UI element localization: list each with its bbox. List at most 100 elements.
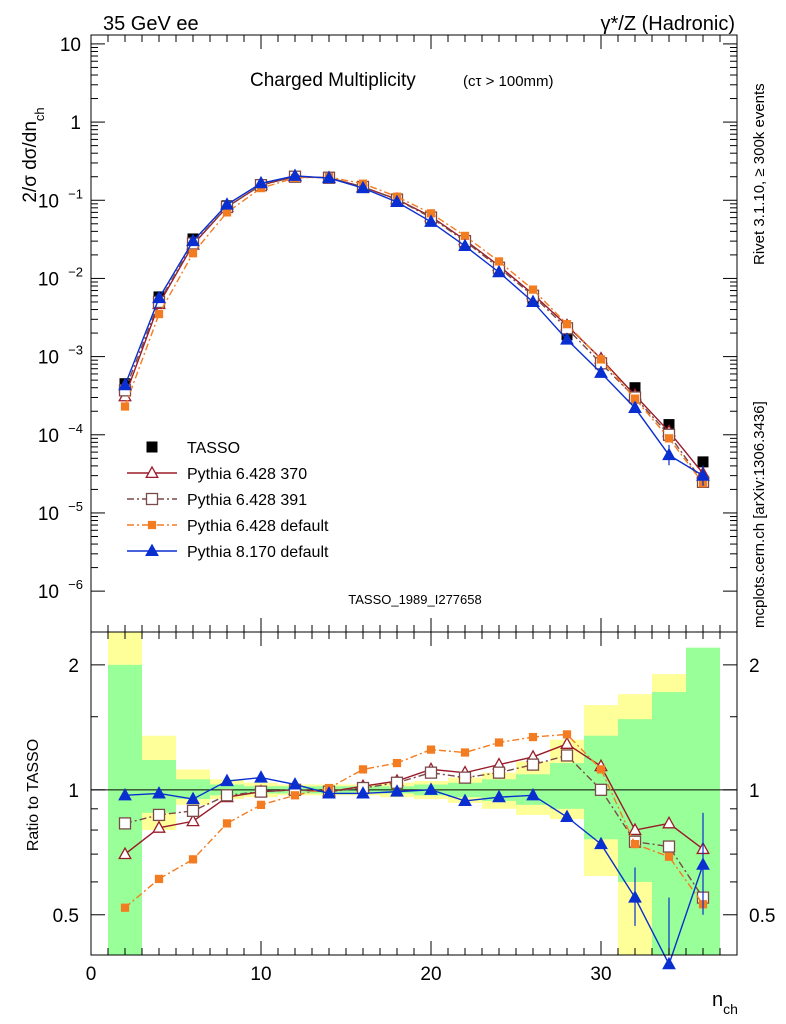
main-ylabel: 2/σ dσ/dnch	[20, 107, 47, 202]
main-point	[322, 170, 336, 184]
main-series-line	[124, 176, 704, 484]
ratio-point	[594, 783, 608, 796]
main-point	[628, 400, 642, 414]
ratio-ytick-label-right: 2	[749, 656, 760, 677]
ratio-point	[424, 766, 438, 779]
legend-item: Pythia 8.170 default	[127, 543, 329, 561]
main-point	[154, 309, 164, 319]
ratio-point	[596, 765, 606, 774]
ratio-point	[356, 786, 370, 799]
main-ytick-exponent: −1	[68, 186, 83, 201]
ratio-point	[152, 808, 166, 822]
main-point	[528, 285, 538, 294]
ratio-point	[460, 748, 470, 757]
main-point	[629, 382, 641, 394]
main-frame	[90, 34, 738, 633]
ratio-point	[392, 758, 402, 768]
ratio-point	[458, 793, 472, 807]
legend-item: Pythia 6.428 370	[127, 465, 307, 483]
ratio-point	[424, 782, 438, 795]
main-point	[562, 320, 572, 329]
main-point	[460, 231, 470, 241]
main-point	[152, 290, 166, 304]
analysis-label: TASSO_1989_I277658	[348, 592, 481, 607]
main-point	[426, 209, 436, 218]
main-panel: Charged Multiplicity (cτ > 100mm) TASSO_…	[20, 34, 738, 633]
legend-marker	[147, 520, 157, 530]
main-point	[596, 355, 606, 364]
main-point	[356, 180, 370, 194]
ratio-point	[560, 749, 574, 762]
ratio-point	[526, 787, 540, 801]
main-ytick-exponent: −2	[68, 264, 83, 279]
main-subtitle: (cτ > 100mm)	[463, 73, 554, 90]
ratio-panel: 2 2 1 1 0.5 0.5 0 10 20 30 Ratio to TASSO nch	[25, 631, 775, 1017]
ratio-ytick-label-right: 0.5	[749, 906, 775, 927]
main-ytick-exponent: −3	[68, 343, 83, 358]
main-series-4	[118, 168, 710, 481]
ratio-point	[220, 789, 234, 802]
ratio-point	[288, 777, 302, 790]
x-axis-label: nch	[712, 989, 738, 1017]
ratio-band-inner	[550, 763, 584, 809]
ratio-point	[186, 791, 200, 805]
main-series-line	[124, 175, 704, 477]
main-ytick-label: 10	[38, 582, 59, 603]
ratio-point	[120, 903, 130, 912]
legend-label: Pythia 6.428 391	[187, 492, 307, 509]
ratio-point	[186, 813, 200, 827]
ratio-point	[492, 766, 506, 779]
ratio-point	[628, 822, 642, 836]
main-point	[186, 233, 200, 247]
ratio-xtick-label: 10	[250, 964, 271, 985]
main-point	[526, 294, 540, 308]
legend: TASSO Pythia 6.428 370 Pythia 6.428 391 Pyt…	[127, 440, 329, 561]
ratio-point	[290, 791, 300, 800]
ratio-point	[118, 787, 132, 801]
legend-item: Pythia 6.428 391	[127, 492, 307, 509]
main-ytick-exponent: −6	[68, 577, 83, 592]
main-ytick-label: 10	[38, 348, 59, 369]
legend-label: Pythia 8.170 default	[187, 544, 329, 561]
ratio-point	[560, 736, 574, 749]
ratio-point	[220, 773, 234, 787]
ratio-ytick-label: 0.5	[53, 906, 79, 927]
main-title: Charged Multiplicity	[250, 70, 416, 91]
ratio-point	[662, 816, 676, 829]
ratio-point	[494, 738, 504, 747]
legend-marker	[145, 492, 159, 506]
main-point	[494, 257, 504, 266]
ratio-point	[426, 745, 436, 754]
main-series-group	[118, 168, 710, 488]
ratio-point	[188, 855, 198, 864]
ratio-point	[152, 820, 166, 833]
main-point	[560, 332, 574, 345]
ratio-point	[560, 809, 574, 823]
ratio-point	[662, 956, 676, 970]
ratio-series-line	[124, 733, 704, 909]
main-point	[188, 249, 198, 258]
main-point	[594, 365, 608, 378]
main-point	[664, 434, 674, 443]
main-series-line	[124, 176, 704, 483]
legend-marker	[146, 441, 158, 453]
legend-item: TASSO	[146, 440, 240, 457]
ratio-point	[526, 758, 540, 771]
main-point	[630, 394, 640, 403]
ratio-ytick-label: 2	[68, 656, 79, 677]
legend-label: Pythia 6.428 default	[187, 518, 329, 535]
main-axes: 10 1 10 −1 10 −2 10 −3 10 −4 10 −5 10 −6	[38, 35, 737, 632]
ratio-xtick-label: 30	[590, 964, 611, 985]
ratio-series-group	[118, 730, 710, 970]
ratio-point	[492, 789, 506, 803]
main-point	[424, 214, 438, 227]
header-right-label: γ*/Z (Hadronic)	[601, 13, 735, 35]
ratio-xtick-label: 20	[420, 964, 441, 985]
main-point	[254, 175, 268, 189]
main-series-1	[118, 169, 710, 479]
main-point	[120, 402, 130, 411]
ratio-point	[458, 771, 472, 784]
ratio-series-3	[118, 770, 710, 970]
main-ytick-exponent: −4	[68, 421, 83, 436]
ratio-point	[358, 765, 368, 774]
